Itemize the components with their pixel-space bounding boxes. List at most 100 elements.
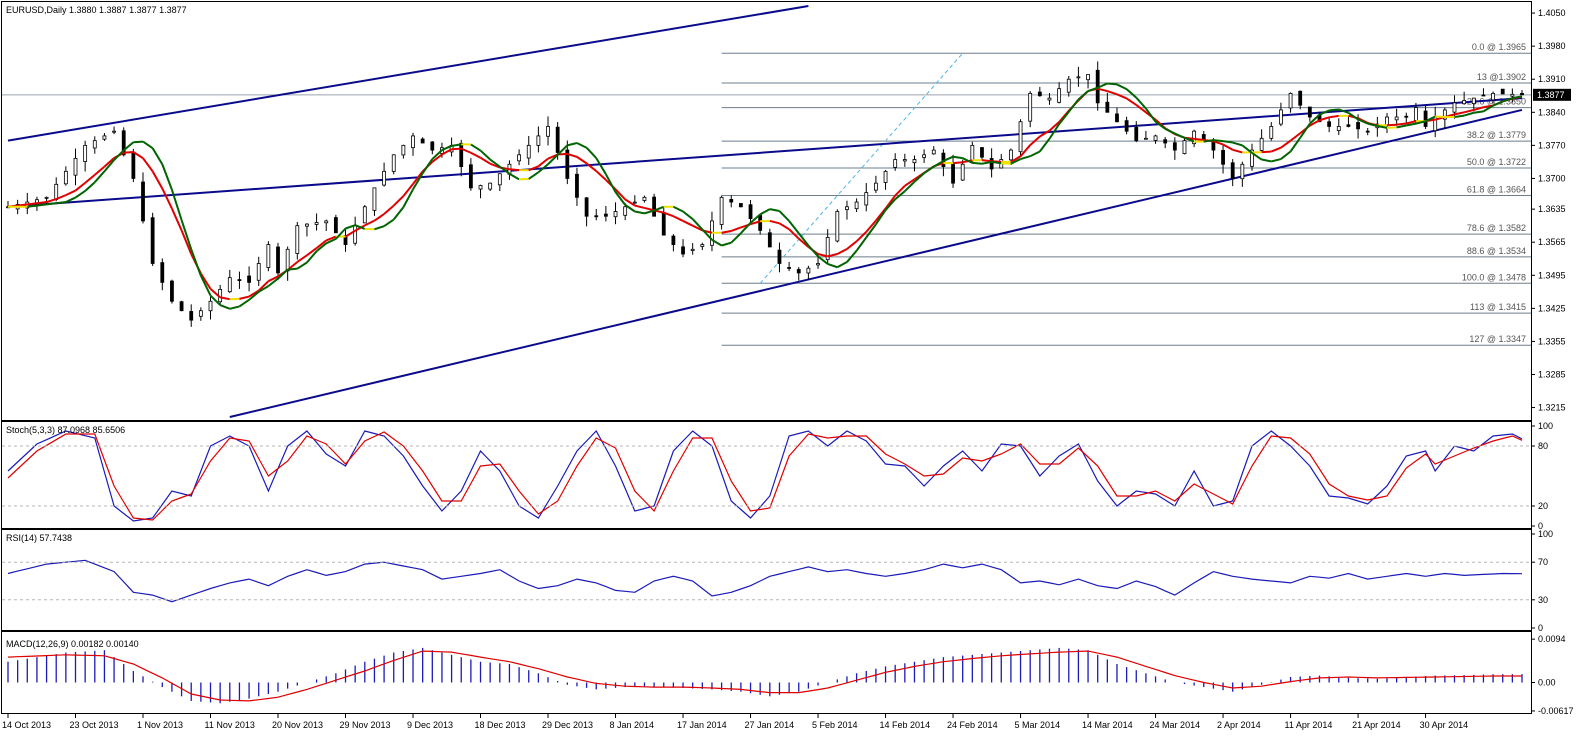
ma-red-segment (373, 213, 385, 222)
channel-line (7, 5, 809, 142)
xtick-label: 9 Dec 2013 (407, 720, 453, 730)
rsi-line (7, 559, 1523, 603)
xtick-label: 29 Dec 2013 (542, 720, 593, 730)
ma-red-segment (798, 237, 810, 248)
ma-red-segment (1222, 143, 1234, 151)
ma-red-segment (393, 195, 405, 207)
rsi-pane-title: RSI(14) 57.7438 (6, 533, 72, 543)
candle-bull (902, 159, 907, 162)
candle-bear (1230, 162, 1235, 179)
ma-red-segment (55, 194, 67, 201)
main-ytick-label: 1.3565 (1538, 237, 1566, 247)
candle-bull (1086, 74, 1090, 81)
ma-green-segment (345, 224, 356, 230)
ma-red-segment (451, 147, 462, 151)
ma-green-segment (817, 255, 829, 265)
candle-bear (121, 130, 126, 156)
ma-red-segment (1406, 120, 1417, 125)
main-ytick-label: 1.3980 (1538, 41, 1566, 51)
ma-green-segment (1261, 158, 1272, 163)
ma-red-segment (721, 230, 732, 234)
ma-green-segment (383, 218, 395, 227)
fib-level-label: 100.0 @ 1.3478 (1462, 272, 1526, 282)
ma-green-segment (972, 161, 983, 165)
ma-green-segment (133, 140, 144, 144)
candle-bull (295, 225, 300, 254)
ma-red-segment (865, 220, 877, 233)
candle-bull (102, 135, 107, 140)
ma-red-segment (1107, 90, 1118, 96)
candle-bull (1491, 92, 1495, 101)
ma-red-segment (1289, 132, 1301, 142)
candle-bull (526, 144, 531, 159)
candle-bull (372, 187, 377, 211)
ma-green-segment (1377, 125, 1388, 129)
ma-red-segment (595, 170, 607, 181)
ma-red-segment (614, 188, 626, 201)
candle-bull (546, 126, 550, 137)
ma-green-segment (1116, 83, 1128, 91)
ma-red-segment (412, 170, 424, 185)
ma-green-segment (325, 237, 337, 245)
ma-red-segment (431, 153, 443, 163)
ma-green-segment (180, 219, 193, 250)
ma-green-segment (913, 172, 925, 183)
candle-bull (690, 248, 695, 251)
ma-green-segment (36, 203, 47, 207)
candle-bull (411, 135, 415, 149)
ma-red-segment (123, 151, 134, 154)
ma-green-segment (248, 291, 260, 301)
ma-red-segment (875, 207, 887, 222)
candle-bear (1423, 110, 1428, 127)
fib-level-label: 38.2 @ 1.3779 (1467, 130, 1526, 140)
ma-green-segment (1329, 108, 1339, 112)
ma-red-segment (17, 203, 28, 207)
candle-bear (796, 269, 801, 274)
stoch-ytick-label: 80 (1538, 441, 1548, 451)
trend-channel[interactable] (7, 5, 1523, 418)
candle-bull (63, 170, 68, 185)
candle-bear (1172, 142, 1177, 151)
ma-green-segment (229, 305, 240, 310)
ma-red-segment (180, 230, 193, 255)
ma-green-segment (991, 160, 1002, 165)
ma-red-segment (827, 253, 838, 258)
ma-green-segment (942, 155, 954, 162)
ma-red-segment (576, 156, 588, 165)
ma-green-segment (1039, 138, 1051, 153)
candle-bear (758, 214, 763, 231)
fib-level-label: 50.0 @ 1.3722 (1467, 157, 1526, 167)
ma-red-segment (894, 185, 906, 197)
ma-red-segment (1386, 123, 1397, 127)
ma-red-segment (103, 157, 115, 168)
ma-green-segment (74, 190, 86, 199)
stochastic-oscillator (7, 429, 1523, 522)
candle-bull (1279, 109, 1283, 125)
candle-bear (1365, 130, 1370, 133)
fibonacci-retracement[interactable]: 0.0 @ 1.3965 13 @1.3902 23.6 @ 1.3850 38.2 … (2, 42, 1531, 346)
ma-green-segment (1502, 97, 1513, 103)
fib-level-label: 127 @ 1.3347 (1469, 334, 1526, 344)
ma-green-segment (846, 250, 858, 263)
ma-red-segment (624, 198, 636, 207)
ma-red-segment (1116, 93, 1128, 100)
ma-red-segment (267, 275, 279, 283)
ma-green-segment (547, 154, 559, 165)
candle-bull (54, 183, 59, 200)
ma-green-segment (56, 201, 66, 205)
xtick-label: 14 Feb 2014 (880, 720, 931, 730)
candle-bull (825, 237, 830, 261)
ma-green-segment (123, 141, 135, 152)
ma-red-segment (692, 224, 703, 232)
candle-bear (131, 152, 136, 179)
ma-green-segment (296, 261, 308, 270)
current-price-tag (1533, 88, 1571, 101)
candle-bull (382, 170, 386, 186)
candle-bull (1385, 116, 1389, 126)
fib-level-label: 23.6 @ 1.3850 (1467, 97, 1526, 107)
ma-red-segment (836, 248, 848, 255)
ma-green-segment (170, 189, 183, 221)
candle-bull (1182, 140, 1187, 154)
candle-bull (835, 211, 840, 242)
